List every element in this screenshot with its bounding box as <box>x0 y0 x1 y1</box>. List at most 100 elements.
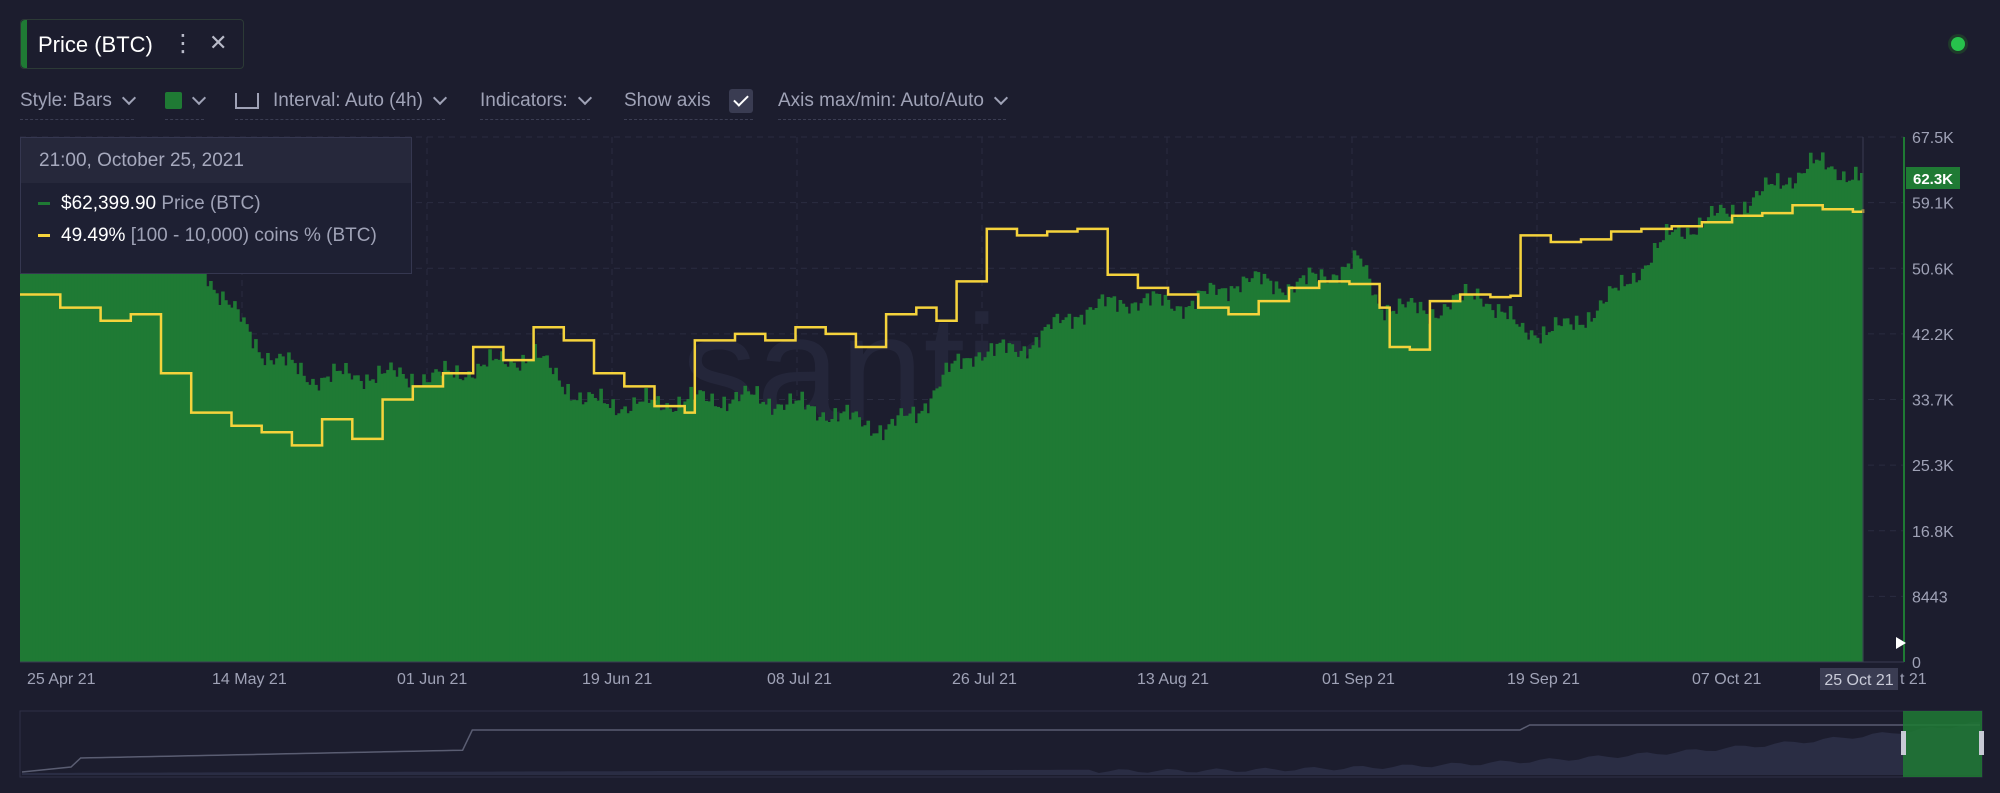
price-bar <box>224 300 228 662</box>
price-bar <box>161 234 165 662</box>
price-bar <box>539 357 543 662</box>
price-bar <box>989 343 994 662</box>
price-bar <box>1328 279 1333 662</box>
price-bar <box>386 369 390 662</box>
show-axis-toggle[interactable]: Show axis <box>624 88 753 120</box>
show-axis-checkbox[interactable] <box>728 88 753 113</box>
price-bar <box>662 409 666 662</box>
price-bar <box>299 362 303 662</box>
price-bar <box>746 391 750 662</box>
price-bar <box>1376 303 1381 662</box>
price-bar <box>1523 332 1528 662</box>
price-bar <box>290 359 294 662</box>
price-bar <box>689 386 693 662</box>
price-bar <box>929 398 934 662</box>
price-bar <box>1355 255 1360 662</box>
price-bar <box>800 391 805 662</box>
price-bar <box>902 415 907 662</box>
price-bar <box>959 368 964 662</box>
price-bar <box>1229 286 1234 662</box>
price-bar <box>1001 339 1006 662</box>
price-bar <box>284 365 288 662</box>
price-bar <box>1163 294 1168 662</box>
price-bar <box>518 370 522 662</box>
price-bar <box>680 407 684 662</box>
price-bar <box>80 208 84 662</box>
price-bar <box>1226 301 1231 662</box>
navigator-handle-left[interactable] <box>1901 731 1906 755</box>
price-bar <box>914 423 919 662</box>
price-bar <box>911 406 916 662</box>
price-bar <box>1184 307 1189 662</box>
price-bar <box>1310 272 1315 662</box>
price-bar <box>1169 308 1174 662</box>
price-bar <box>1592 318 1597 662</box>
current-date-label: 25 Oct 21 <box>1824 672 1893 689</box>
price-bar <box>170 225 174 662</box>
price-bar <box>1277 288 1282 662</box>
price-bar <box>1106 297 1111 662</box>
price-bar <box>368 380 372 662</box>
price-bar <box>1127 313 1132 662</box>
price-bar <box>1418 301 1423 662</box>
x-tick-label: 26 Jul 21 <box>952 671 1017 688</box>
price-bar <box>323 377 327 662</box>
price-bar <box>1250 278 1255 662</box>
more-options-icon[interactable]: ⋮ <box>171 30 195 57</box>
price-bar <box>1331 274 1336 662</box>
price-bar <box>506 366 510 662</box>
price-bar <box>1601 303 1606 662</box>
price-bar <box>1052 317 1057 662</box>
price-bar <box>1094 308 1099 662</box>
color-dropdown[interactable] <box>165 88 207 120</box>
close-icon[interactable]: ✕ <box>209 30 228 55</box>
price-bar <box>332 363 336 662</box>
price-bar <box>1860 173 1864 662</box>
current-date-badge <box>1820 668 1898 690</box>
price-bar <box>533 344 537 662</box>
price-bar <box>1616 290 1621 662</box>
show-axis-label: Show axis <box>624 89 711 111</box>
price-bar <box>509 360 513 662</box>
price-bar <box>971 366 976 662</box>
price-bar <box>944 362 949 662</box>
navigator-handle-right[interactable] <box>1979 731 1984 755</box>
price-bar <box>863 425 868 662</box>
indicators-dropdown[interactable]: Indicators: <box>480 88 592 120</box>
interval-dropdown[interactable]: Interval: Auto (4h) <box>235 88 448 120</box>
price-bar <box>20 237 24 662</box>
price-bar <box>1478 298 1483 662</box>
price-bar <box>293 363 297 662</box>
price-bar <box>1469 295 1474 662</box>
price-bar <box>1190 300 1195 662</box>
price-bar <box>896 415 901 662</box>
price-bar <box>1694 234 1699 662</box>
price-bar <box>167 225 171 663</box>
price-bar <box>605 404 609 662</box>
price-bar <box>1580 324 1585 662</box>
price-bar <box>797 400 802 662</box>
price-bar <box>347 373 351 662</box>
axis-minmax-dropdown[interactable]: Axis max/min: Auto/Auto <box>778 88 1008 120</box>
style-dropdown[interactable]: Style: Bars <box>20 88 136 120</box>
price-bar <box>845 404 850 662</box>
price-bar <box>710 393 714 662</box>
price-bar <box>305 382 309 662</box>
price-bar <box>791 403 796 662</box>
x-axis-ticks: 25 Apr 21 14 May 21 01 Jun 21 19 Jun 21 08 J… <box>27 671 1927 688</box>
chart-tab[interactable]: Price (BTC) ⋮ ✕ <box>20 19 244 69</box>
price-bar <box>149 218 153 662</box>
price-bar <box>1175 306 1180 662</box>
price-bar <box>860 426 865 662</box>
price-bar <box>446 370 450 662</box>
tooltip-price-value: $62,399.90 <box>61 193 157 214</box>
price-bar <box>836 421 841 662</box>
price-bar <box>623 406 627 662</box>
price-bar <box>1025 358 1030 662</box>
price-bar <box>1082 324 1087 662</box>
price-bar <box>1556 325 1561 662</box>
price-bar <box>515 367 519 662</box>
navigator-selection[interactable] <box>1903 711 1982 777</box>
price-bar <box>1857 180 1861 662</box>
